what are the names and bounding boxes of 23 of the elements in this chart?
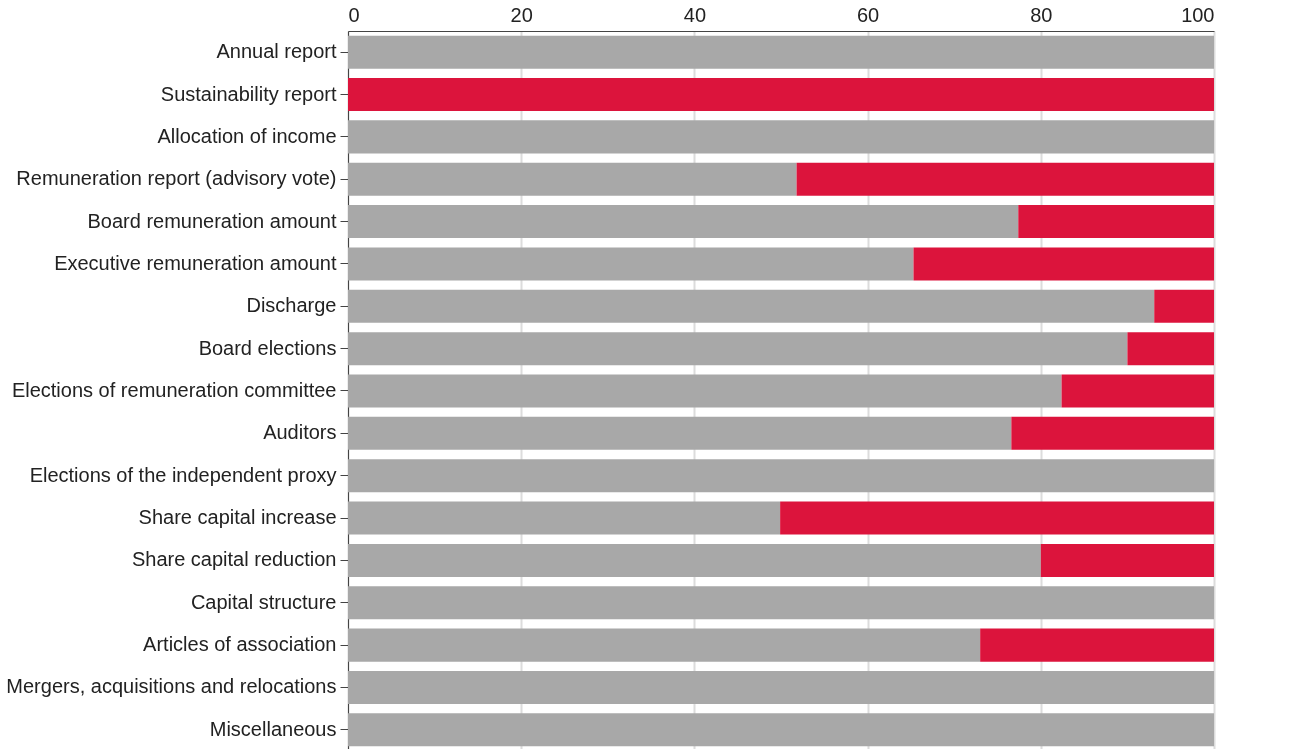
- y-tick-label: Miscellaneous: [209, 717, 337, 740]
- x-tick-label: 20: [510, 3, 533, 26]
- y-tick-label: Auditors: [263, 421, 337, 444]
- y-tick-label: Discharge: [246, 294, 337, 317]
- y-tick-label: Executive remuneration amount: [54, 251, 337, 274]
- y-tick-label: Sustainability report: [160, 82, 337, 105]
- y-tick-label: Capital structure: [190, 590, 337, 613]
- y-tick-label: Board elections: [198, 336, 337, 359]
- y-tick-label: Share capital reduction: [131, 548, 337, 571]
- y-tick-label: Annual report: [216, 40, 337, 63]
- y-tick-label: Elections of remuneration committee: [11, 379, 337, 401]
- y-tick-label: Elections of the independent proxy: [29, 463, 337, 486]
- y-tick-label: Articles of association: [143, 633, 337, 656]
- y-tick-label: Remuneration report (advisory vote): [16, 167, 337, 190]
- y-tick-label: Mergers, acquisitions and relocations: [6, 675, 337, 698]
- x-tick-label: 40: [683, 3, 707, 26]
- x-tick-label: 100: [1181, 3, 1215, 26]
- x-tick-label: 80: [1030, 3, 1053, 26]
- x-tick-label: 0: [348, 3, 360, 26]
- y-tick-label: Board remuneration amount: [87, 209, 337, 232]
- y-tick-label: Share capital increase: [138, 506, 337, 529]
- x-tick-label: 60: [856, 3, 880, 26]
- y-tick-label: Allocation of income: [157, 124, 337, 147]
